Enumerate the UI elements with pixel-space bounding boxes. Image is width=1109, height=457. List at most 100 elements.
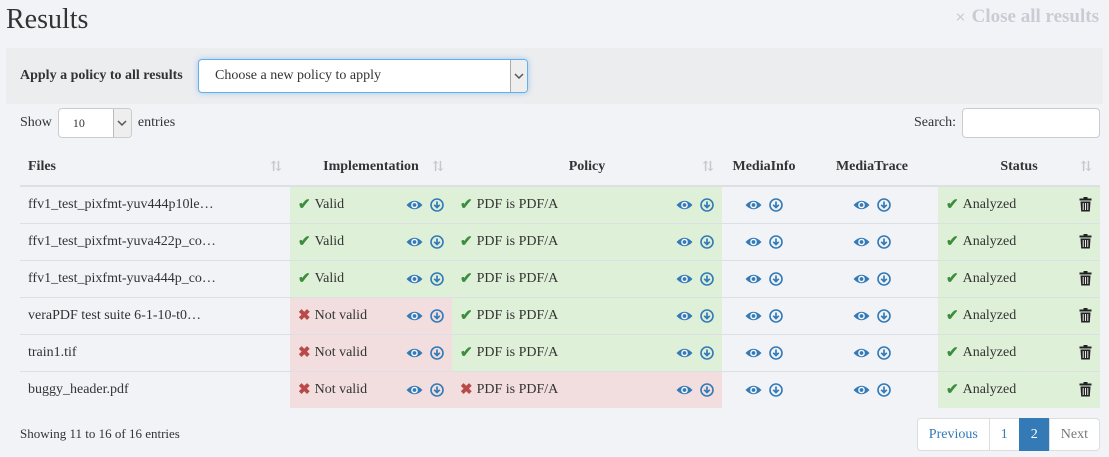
column-header-policy[interactable]: Policy ⇅: [452, 149, 722, 187]
mediatrace-view-icon[interactable]: [853, 384, 870, 396]
file-name[interactable]: ffv1_test_pixfmt-yuv444p10le…: [20, 185, 290, 223]
trash-icon[interactable]: [1079, 234, 1092, 249]
mediainfo-view-icon[interactable]: [745, 384, 762, 396]
trash-icon[interactable]: [1079, 382, 1092, 397]
policy-download-icon[interactable]: [700, 345, 714, 360]
mediainfo-cell: [722, 370, 806, 408]
implementation-view-icon[interactable]: [406, 384, 423, 396]
policy-download-icon[interactable]: [700, 197, 714, 212]
implementation-view-icon[interactable]: [406, 199, 423, 211]
implementation-download-icon[interactable]: [430, 234, 444, 249]
mediainfo-download-icon[interactable]: [769, 345, 783, 360]
implementation-result: Valid: [314, 270, 345, 286]
implementation-view-icon[interactable]: [406, 347, 423, 359]
mediatrace-download-icon[interactable]: [877, 382, 891, 397]
trash-icon[interactable]: [1079, 308, 1092, 323]
mediatrace-view-icon[interactable]: [853, 347, 870, 359]
mediatrace-download-icon[interactable]: [877, 234, 891, 249]
mediainfo-view-icon[interactable]: [745, 273, 762, 285]
policy-view-icon[interactable]: [676, 310, 693, 322]
search-input[interactable]: [962, 108, 1100, 138]
column-header-files[interactable]: Files ⇅: [20, 149, 290, 187]
mediainfo-cell: [722, 296, 806, 334]
file-name[interactable]: buggy_header.pdf: [20, 370, 290, 408]
mediatrace-cell: [806, 333, 938, 371]
check-icon: ✔: [460, 234, 473, 250]
mediatrace-view-icon[interactable]: [853, 199, 870, 211]
mediatrace-view-icon[interactable]: [853, 236, 870, 248]
mediainfo-download-icon[interactable]: [769, 234, 783, 249]
mediatrace-view-icon[interactable]: [853, 273, 870, 285]
column-header-mediatrace: MediaTrace: [806, 149, 938, 187]
mediainfo-download-icon[interactable]: [769, 308, 783, 323]
policy-download-icon[interactable]: [700, 271, 714, 286]
policy-view-icon[interactable]: [676, 199, 693, 211]
entries-select[interactable]: 10: [57, 108, 132, 138]
search-label: Search:: [914, 115, 956, 130]
file-name[interactable]: ffv1_test_pixfmt-yuva444p_co…: [20, 259, 290, 297]
trash-icon[interactable]: [1079, 345, 1092, 360]
implementation-result: Valid: [314, 196, 345, 212]
implementation-download-icon[interactable]: [430, 308, 444, 323]
check-icon: ✔: [946, 345, 959, 361]
implementation-result: Not valid: [314, 381, 368, 397]
policy-select[interactable]: Choose a new policy to apply: [198, 59, 528, 93]
implementation-download-icon[interactable]: [430, 345, 444, 360]
policy-view-icon[interactable]: [676, 236, 693, 248]
table-row: ffv1_test_pixfmt-yuva422p_co… ✔ Valid ✔ PD…: [20, 222, 1100, 260]
policy-download-icon[interactable]: [700, 308, 714, 323]
policy-result: PDF is PDF/A: [476, 233, 559, 249]
column-header-implementation[interactable]: Implementation ⇅: [290, 149, 452, 187]
policy-select-value: Choose a new policy to apply: [215, 68, 382, 83]
policy-result: PDF is PDF/A: [476, 270, 559, 286]
mediainfo-download-icon[interactable]: [769, 271, 783, 286]
mediatrace-download-icon[interactable]: [877, 345, 891, 360]
mediatrace-download-icon[interactable]: [877, 308, 891, 323]
pagination-next[interactable]: Next: [1048, 418, 1100, 451]
pagination-page-2[interactable]: 2: [1018, 418, 1050, 451]
close-all-results-button[interactable]: × Close all results: [955, 6, 1099, 28]
implementation-result: Valid: [314, 233, 345, 249]
column-header-status[interactable]: Status ⇅: [938, 149, 1100, 187]
table-row: ffv1_test_pixfmt-yuva444p_co… ✔ Valid ✔ PD…: [20, 259, 1100, 297]
implementation-view-icon[interactable]: [406, 236, 423, 248]
check-icon: ✔: [298, 197, 311, 214]
trash-icon[interactable]: [1079, 271, 1092, 286]
implementation-download-icon[interactable]: [430, 382, 444, 397]
policy-view-icon[interactable]: [676, 384, 693, 396]
mediainfo-download-icon[interactable]: [769, 382, 783, 397]
table-row: ffv1_test_pixfmt-yuv444p10le… ✔ Valid ✔ PD…: [20, 185, 1100, 223]
status-text: Analyzed: [962, 381, 1017, 397]
pagination-previous[interactable]: Previous: [916, 418, 990, 451]
file-name[interactable]: ffv1_test_pixfmt-yuva422p_co…: [20, 222, 290, 260]
results-table: Files ⇅ Implementation ⇅ Policy ⇅ MediaInfo…: [20, 149, 1100, 408]
implementation-download-icon[interactable]: [430, 197, 444, 212]
implementation-download-icon[interactable]: [430, 271, 444, 286]
mediatrace-download-icon[interactable]: [877, 271, 891, 286]
implementation-view-icon[interactable]: [406, 310, 423, 322]
mediainfo-cell: [722, 259, 806, 297]
mediainfo-view-icon[interactable]: [745, 236, 762, 248]
policy-result: PDF is PDF/A: [476, 307, 559, 323]
file-name[interactable]: train1.tif: [20, 333, 290, 371]
close-icon: ×: [955, 6, 966, 27]
file-name[interactable]: veraPDF test suite 6-1-10-t0…: [20, 296, 290, 334]
mediainfo-view-icon[interactable]: [745, 347, 762, 359]
status-text: Analyzed: [962, 307, 1017, 323]
policy-view-icon[interactable]: [676, 273, 693, 285]
policy-result: PDF is PDF/A: [476, 196, 559, 212]
policy-download-icon[interactable]: [700, 382, 714, 397]
implementation-view-icon[interactable]: [406, 273, 423, 285]
pagination-page-1[interactable]: 1: [988, 418, 1020, 451]
policy-view-icon[interactable]: [676, 347, 693, 359]
table-row: buggy_header.pdf ✖ Not valid ✖ PDF is PDF/…: [20, 370, 1100, 408]
mediatrace-view-icon[interactable]: [853, 310, 870, 322]
mediainfo-view-icon[interactable]: [745, 310, 762, 322]
implementation-cell: ✔ Valid: [290, 259, 452, 297]
mediainfo-view-icon[interactable]: [745, 199, 762, 211]
policy-download-icon[interactable]: [700, 234, 714, 249]
trash-icon[interactable]: [1079, 197, 1092, 212]
mediainfo-download-icon[interactable]: [769, 197, 783, 212]
mediatrace-download-icon[interactable]: [877, 197, 891, 212]
policy-bar: Apply a policy to all results Choose a n…: [6, 48, 1103, 104]
